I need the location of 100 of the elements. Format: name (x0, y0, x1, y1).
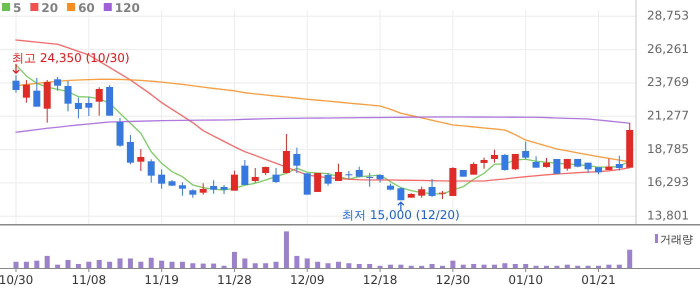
bar (356, 264, 362, 268)
bar (482, 264, 487, 268)
candlestick (252, 167, 259, 184)
legend-label: 60 (78, 1, 95, 15)
bar (627, 250, 632, 268)
candlestick (200, 182, 207, 196)
bar (24, 262, 29, 268)
bar (336, 262, 341, 268)
candlestick (356, 166, 363, 178)
bar (118, 258, 123, 268)
x-tick-label: 12/09 (290, 273, 325, 287)
bar (315, 262, 320, 268)
candlestick (293, 147, 300, 174)
candlestick (116, 117, 124, 148)
bar (180, 262, 185, 268)
candlestick (230, 170, 238, 192)
bar (107, 262, 112, 268)
bar (200, 264, 206, 268)
bar (523, 264, 528, 268)
bar (159, 260, 164, 268)
candlestick (96, 86, 103, 116)
candlestick (553, 158, 560, 175)
bar (284, 231, 289, 268)
candlestick (158, 168, 166, 190)
candlestick (428, 178, 436, 198)
candlestick (470, 162, 478, 176)
bar (86, 262, 92, 268)
candlestick (126, 134, 134, 165)
candlestick (522, 141, 530, 160)
bar (512, 264, 518, 268)
bar (66, 260, 71, 268)
bar (34, 260, 40, 268)
y-tick-label: 23,769 (647, 75, 689, 90)
bar (502, 263, 508, 268)
legend-label: 5 (13, 1, 22, 15)
bar (14, 262, 18, 268)
candlestick (74, 97, 82, 119)
candlestick (210, 180, 218, 194)
candlestick (85, 96, 92, 116)
candlestick (241, 159, 248, 186)
candlestick (22, 79, 30, 104)
candlestick (334, 163, 342, 182)
candlestick (501, 153, 508, 172)
bar (170, 262, 175, 268)
candlestick (366, 172, 374, 188)
bar (564, 264, 570, 268)
x-tick-label: 11/08 (72, 273, 106, 287)
bar (304, 258, 310, 268)
bar (471, 264, 476, 268)
candlestick (54, 76, 62, 92)
candlestick (148, 158, 155, 184)
y-tick-label: 26,261 (647, 42, 689, 56)
bar (211, 264, 216, 268)
x-tick-label: 11/28 (217, 273, 252, 287)
candlestick (512, 153, 519, 170)
x-tick-label: 10/30 (0, 273, 34, 287)
bar (128, 258, 133, 268)
bar (294, 256, 300, 268)
bar (232, 252, 237, 268)
candlestick (397, 187, 404, 201)
bar (263, 263, 268, 268)
candlestick (33, 77, 40, 108)
candlestick (418, 186, 426, 198)
bar (148, 258, 154, 268)
x-tick-label: 11/19 (144, 273, 179, 287)
bar (492, 264, 497, 268)
bar (96, 260, 102, 268)
x-tick-label: 12/18 (362, 273, 398, 287)
bar (616, 264, 622, 268)
y-tick-label: 16,293 (647, 175, 689, 190)
bar (274, 262, 279, 268)
candlestick (616, 155, 623, 172)
bar (460, 264, 466, 268)
bar (242, 258, 248, 268)
y-tick-label: 28,753 (647, 8, 689, 23)
y-tick-label: 13,801 (647, 208, 689, 223)
bar (430, 264, 435, 268)
bar (138, 262, 144, 268)
candlestick (542, 157, 550, 168)
annotation: 최저 15,000 (12/20) (342, 208, 460, 222)
bar (450, 260, 456, 268)
candlestick (282, 133, 290, 174)
candlestick (490, 149, 498, 164)
legend-label: 거래량 (660, 233, 693, 246)
bar (44, 256, 50, 268)
legend-label: 120 (114, 1, 140, 15)
x-tick-label: 01/21 (581, 273, 616, 287)
line-series (15, 116, 630, 133)
candlestick (220, 184, 228, 194)
bar (346, 263, 352, 268)
bar (388, 264, 393, 268)
bar (252, 263, 258, 268)
legend-label: 20 (41, 1, 58, 15)
candlestick (137, 148, 144, 172)
candlestick (12, 74, 20, 94)
candlestick (272, 167, 280, 184)
candlestick (324, 172, 332, 186)
y-tick-label: 21,277 (647, 108, 689, 123)
candlestick (584, 162, 592, 174)
candlestick (605, 158, 612, 170)
